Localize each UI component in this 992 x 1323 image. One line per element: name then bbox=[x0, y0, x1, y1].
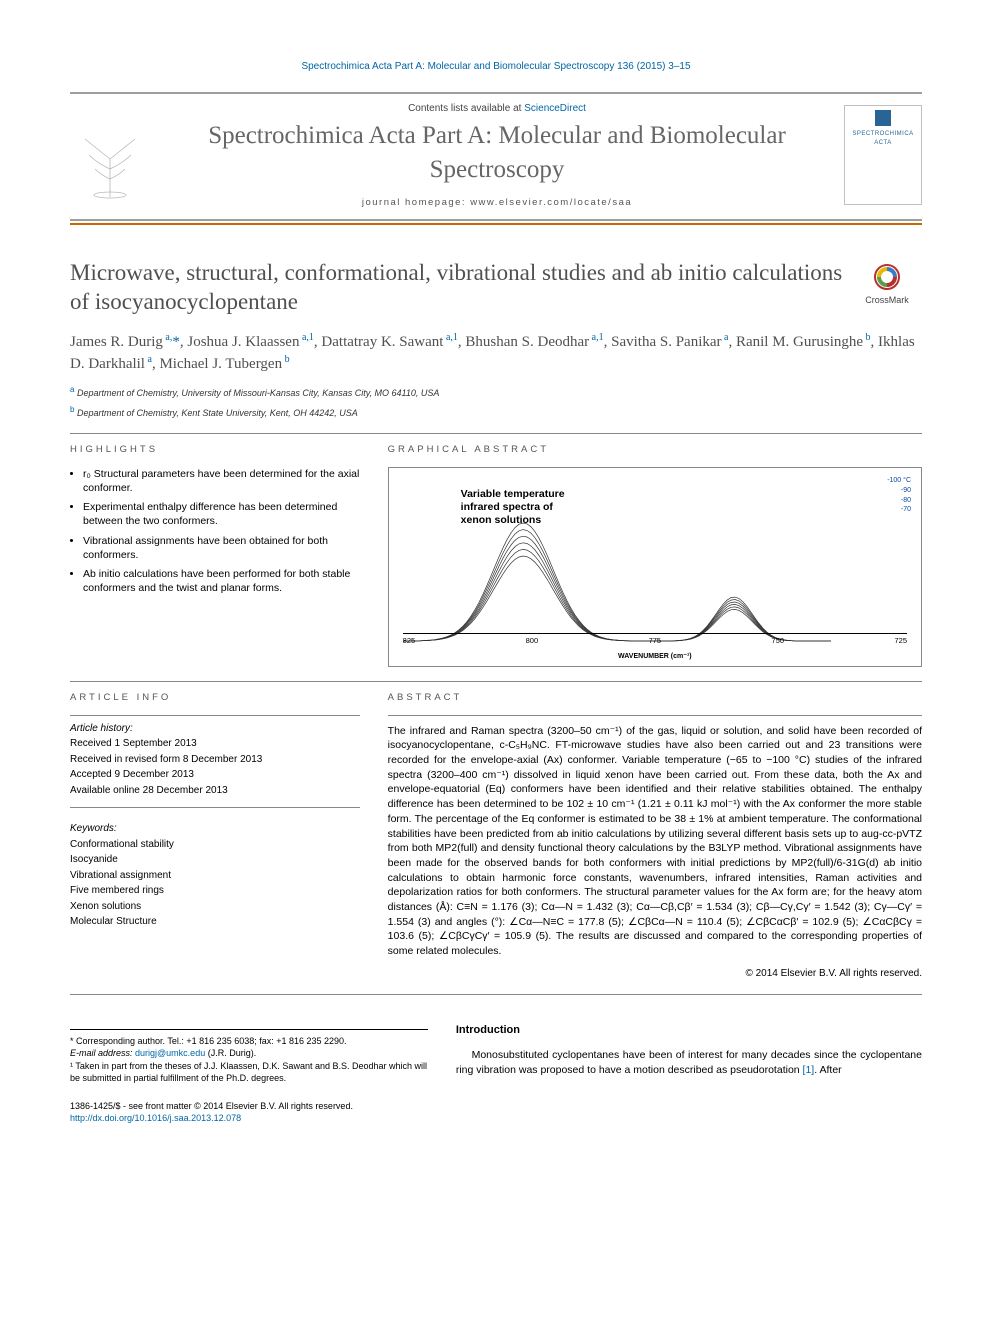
keyword: Five membered rings bbox=[70, 884, 360, 898]
keyword: Vibrational assignment bbox=[70, 869, 360, 883]
subsection-rule bbox=[70, 715, 360, 716]
highlight-item: Ab initio calculations have been perform… bbox=[83, 567, 360, 595]
abstract-body: The infrared and Raman spectra (3200–50 … bbox=[388, 724, 922, 959]
history-line: Received 1 September 2013 bbox=[70, 737, 360, 751]
ga-temperature-labels: -100 °C -90 -80 -70 bbox=[887, 476, 911, 515]
history-line: Received in revised form 8 December 2013 bbox=[70, 753, 360, 767]
affiliation-tag: a bbox=[70, 385, 74, 394]
journal-homepage: journal homepage: www.elsevier.com/locat… bbox=[166, 197, 828, 210]
author-list: James R. Durig a,*, Joshua J. Klaassen a… bbox=[70, 331, 922, 375]
x-tick: 750 bbox=[772, 636, 785, 646]
ga-x-axis: 825 800 775 750 725 bbox=[403, 633, 907, 646]
doi-link[interactable]: http://dx.doi.org/10.1016/j.saa.2013.12.… bbox=[70, 1113, 241, 1123]
cover-thumb-title: SPECTROCHIMICA ACTA bbox=[849, 130, 917, 146]
masthead: ELSEVIER Contents lists available at Sci… bbox=[70, 92, 922, 222]
cover-icon bbox=[875, 110, 891, 126]
abstract-copyright: © 2014 Elsevier B.V. All rights reserved… bbox=[388, 967, 922, 981]
section-rule bbox=[70, 681, 922, 682]
journal-cover-thumbnail: SPECTROCHIMICA ACTA bbox=[844, 105, 922, 205]
journal-reference: Spectrochimica Acta Part A: Molecular an… bbox=[70, 60, 922, 74]
affiliation-tag: b bbox=[70, 405, 74, 414]
history-line: Accepted 9 December 2013 bbox=[70, 768, 360, 782]
footnote-1: ¹ Taken in part from the theses of J.J. … bbox=[70, 1060, 428, 1084]
crossmark-badge[interactable]: CrossMark bbox=[852, 263, 922, 306]
ga-x-axis-label: WAVENUMBER (cm⁻¹) bbox=[389, 652, 921, 661]
citation-link[interactable]: [1] bbox=[803, 1064, 815, 1076]
article-info-section: ARTICLE INFO Article history: Received 1… bbox=[70, 692, 360, 980]
keyword: Xenon solutions bbox=[70, 900, 360, 914]
x-tick: 825 bbox=[403, 636, 416, 646]
keywords-head: Keywords: bbox=[70, 822, 360, 836]
elsevier-logo: ELSEVIER bbox=[70, 111, 150, 199]
email-label: E-mail address: bbox=[70, 1048, 135, 1058]
introduction-body: Monosubstituted cyclopentanes have been … bbox=[456, 1048, 922, 1078]
article-history-head: Article history: bbox=[70, 722, 360, 736]
contents-available-line: Contents lists available at ScienceDirec… bbox=[166, 102, 828, 116]
subsection-rule bbox=[388, 715, 922, 716]
section-rule bbox=[70, 433, 922, 434]
highlight-item: r₀ Structural parameters have been deter… bbox=[83, 467, 360, 495]
history-line: Available online 28 December 2013 bbox=[70, 784, 360, 798]
affiliations: a Department of Chemistry, University of… bbox=[70, 385, 922, 419]
affiliation-text: Department of Chemistry, Kent State Univ… bbox=[77, 408, 358, 418]
corresponding-email-link[interactable]: durigj@umkc.edu bbox=[135, 1048, 205, 1058]
graphical-abstract-figure: Variable temperature infrared spectra of… bbox=[388, 467, 922, 667]
issn-line: 1386-1425/$ - see front matter © 2014 El… bbox=[70, 1100, 428, 1112]
footnotes: * Corresponding author. Tel.: +1 816 235… bbox=[70, 1029, 428, 1084]
keyword: Conformational stability bbox=[70, 838, 360, 852]
graphical-abstract-heading: GRAPHICAL ABSTRACT bbox=[388, 444, 922, 457]
footer: 1386-1425/$ - see front matter © 2014 El… bbox=[70, 1100, 428, 1124]
article-info-heading: ARTICLE INFO bbox=[70, 692, 360, 705]
article-title: Microwave, structural, conformational, v… bbox=[70, 259, 922, 317]
subsection-rule bbox=[70, 807, 360, 808]
section-rule bbox=[70, 994, 922, 995]
graphical-abstract-section: GRAPHICAL ABSTRACT Variable temperature … bbox=[388, 444, 922, 667]
sciencedirect-link[interactable]: ScienceDirect bbox=[524, 103, 586, 114]
keyword: Isocyanide bbox=[70, 853, 360, 867]
highlights-heading: HIGHLIGHTS bbox=[70, 444, 360, 457]
abstract-section: ABSTRACT The infrared and Raman spectra … bbox=[388, 692, 922, 980]
crossmark-label: CrossMark bbox=[852, 294, 922, 306]
highlight-item: Vibrational assignments have been obtain… bbox=[83, 534, 360, 562]
corresponding-author-note: * Corresponding author. Tel.: +1 816 235… bbox=[70, 1035, 428, 1047]
journal-title: Spectrochimica Acta Part A: Molecular an… bbox=[166, 119, 828, 187]
abstract-heading: ABSTRACT bbox=[388, 692, 922, 705]
email-suffix: (J.R. Durig). bbox=[208, 1048, 257, 1058]
spectrum-plot bbox=[403, 505, 833, 645]
highlights-section: HIGHLIGHTS r₀ Structural parameters have… bbox=[70, 444, 360, 667]
x-tick: 800 bbox=[526, 636, 539, 646]
x-tick: 775 bbox=[649, 636, 662, 646]
highlight-item: Experimental enthalpy difference has bee… bbox=[83, 500, 360, 528]
x-tick: 725 bbox=[894, 636, 907, 646]
introduction-heading: Introduction bbox=[456, 1023, 922, 1038]
keyword: Molecular Structure bbox=[70, 915, 360, 929]
affiliation-text: Department of Chemistry, University of M… bbox=[77, 388, 439, 398]
introduction-section: Introduction Monosubstituted cyclopentan… bbox=[456, 1005, 922, 1124]
